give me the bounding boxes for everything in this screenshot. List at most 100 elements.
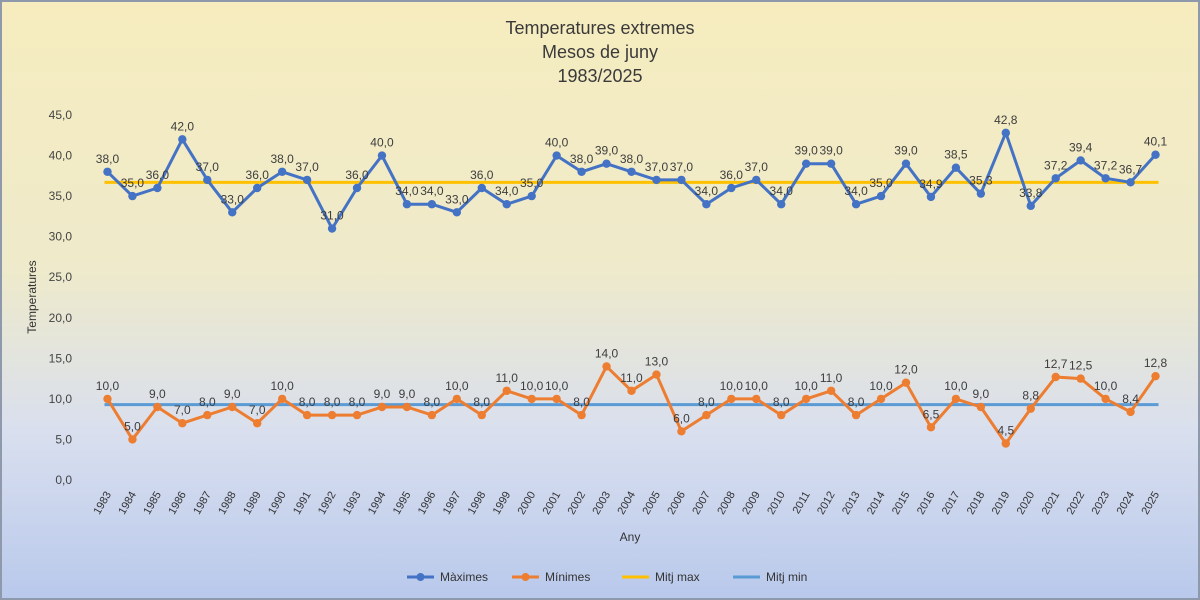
data-label: 8,0 [349, 395, 366, 409]
data-label: 12,5 [1069, 359, 1093, 373]
data-label: 10,0 [745, 379, 769, 393]
x-tick-label: 2015 [890, 490, 913, 517]
data-point [826, 159, 836, 168]
y-tick-label: 0,0 [55, 473, 72, 487]
data-label: 37,0 [295, 160, 319, 174]
data-point [1076, 156, 1085, 165]
data-point [702, 410, 711, 420]
x-tick-label: 2022 [1065, 490, 1088, 517]
data-point [777, 410, 786, 420]
data-label: 38,0 [96, 152, 120, 166]
data-label: 10,0 [1094, 379, 1118, 393]
data-point [876, 394, 886, 404]
x-tick-label: 2005 [640, 490, 663, 517]
x-tick-label: 1999 [491, 490, 514, 517]
x-tick-label: 2024 [1115, 490, 1138, 517]
x-tick-label: 1987 [191, 490, 214, 517]
data-point [851, 200, 861, 209]
data-point [402, 402, 412, 412]
legend: Màximes Mínimes Mitj max Mitj min [407, 570, 807, 584]
data-point [652, 370, 661, 379]
series-lines [103, 128, 1160, 448]
data-label: 8,0 [773, 395, 790, 409]
data-point [727, 394, 736, 404]
chart-title-line: Mesos de juny [542, 42, 658, 62]
y-tick-label: 35,0 [49, 189, 73, 203]
data-point [826, 386, 836, 395]
data-label: 38,0 [270, 152, 294, 166]
data-point [951, 394, 961, 404]
data-point [203, 410, 212, 420]
data-point [752, 175, 761, 185]
x-tick-label: 2009 [740, 490, 763, 517]
x-tick-label: 2010 [765, 490, 788, 517]
data-labels: 38,035,036,042,037,033,036,038,037,031,0… [96, 113, 1168, 438]
x-tick-label: 2017 [940, 490, 963, 517]
data-label: 4,5 [997, 424, 1014, 438]
data-label: 9,0 [149, 387, 166, 401]
data-label: 10,0 [794, 379, 818, 393]
x-tick-label: 1985 [141, 490, 164, 517]
data-point [502, 200, 511, 209]
data-label: 11,0 [620, 371, 643, 385]
data-label: 8,0 [199, 395, 216, 409]
x-tick-label: 1995 [391, 490, 414, 517]
data-point [252, 183, 262, 193]
chart-title-line: Temperatures extremes [505, 18, 694, 38]
x-tick-label: 2023 [1090, 490, 1113, 517]
legend-marker [521, 573, 530, 581]
data-label: 10,0 [720, 379, 744, 393]
data-label: 8,4 [1122, 392, 1139, 406]
data-point [1126, 178, 1135, 187]
data-label: 36,0 [470, 168, 494, 182]
data-label: 38,0 [620, 152, 644, 166]
data-label: 37,0 [645, 160, 669, 174]
data-label: 8,0 [848, 395, 865, 409]
data-point [103, 394, 112, 404]
data-point [327, 224, 337, 233]
x-tick-label: 2004 [615, 490, 638, 517]
data-point [951, 163, 961, 172]
data-label: 5,0 [124, 419, 141, 433]
x-tick-label: 2001 [541, 490, 564, 517]
data-label: 9,0 [374, 387, 391, 401]
data-point [677, 427, 686, 436]
data-point [1151, 150, 1160, 159]
data-label: 35,0 [869, 176, 893, 190]
x-tick-label: 2014 [865, 490, 888, 517]
data-label: 31,0 [320, 209, 344, 223]
data-label: 36,0 [345, 168, 369, 182]
x-tick-label: 2021 [1040, 490, 1063, 517]
x-axis: 1983 1984 1985 1986 1987 1988 1989 1990 1991 1992… [91, 489, 1162, 516]
data-point [976, 189, 986, 198]
data-point [128, 435, 137, 444]
data-label: 36,0 [146, 168, 170, 182]
chart-title-line: 1983/2025 [557, 66, 642, 86]
x-tick-label: 1998 [466, 490, 489, 517]
data-point [427, 410, 437, 420]
x-tick-label: 1997 [441, 490, 464, 517]
x-tick-label: 2008 [715, 490, 738, 517]
data-point [153, 183, 162, 193]
data-point [876, 191, 886, 201]
data-label: 7,0 [249, 403, 266, 417]
data-point [926, 423, 936, 432]
legend-marker [416, 573, 425, 581]
data-label: 39,4 [1069, 140, 1093, 154]
data-point [228, 208, 237, 217]
data-label: 37,0 [670, 160, 694, 174]
data-label: 12,8 [1144, 356, 1168, 370]
data-label: 10,0 [869, 379, 893, 393]
data-label: 10,0 [545, 379, 569, 393]
data-label: 39,0 [819, 144, 843, 158]
data-label: 37,0 [196, 160, 220, 174]
y-axis-title: Temperatures [25, 260, 39, 333]
x-tick-label: 1994 [366, 490, 389, 517]
data-point [926, 192, 936, 202]
x-tick-label: 1990 [266, 490, 289, 517]
y-tick-label: 45,0 [49, 108, 73, 122]
data-point [277, 167, 287, 176]
data-label: 9,0 [399, 387, 416, 401]
y-tick-label: 40,0 [49, 149, 73, 163]
